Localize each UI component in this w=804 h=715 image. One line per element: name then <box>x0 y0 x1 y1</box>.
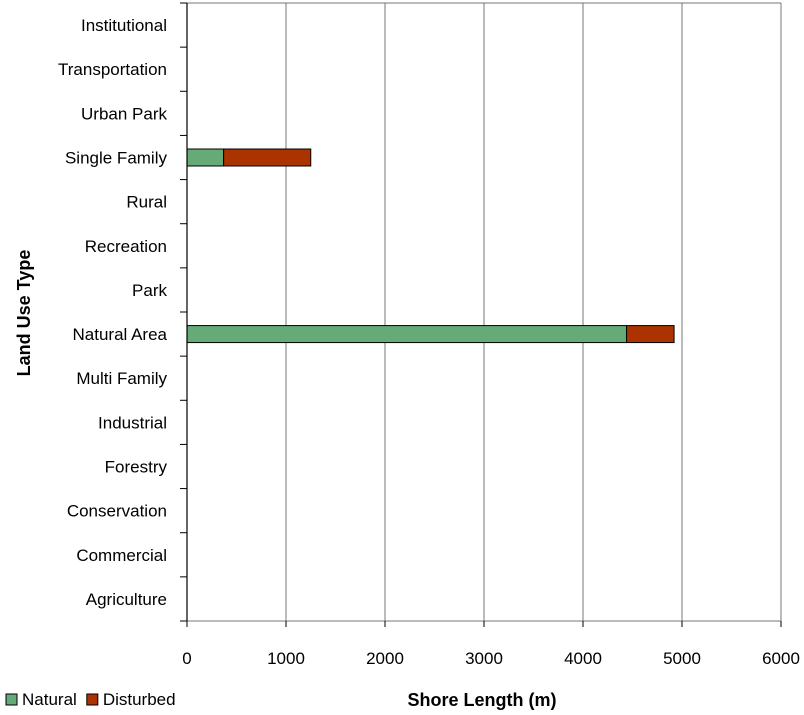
category-label: Park <box>132 281 167 300</box>
x-tick-label: 2000 <box>366 649 404 668</box>
x-tick-label: 0 <box>182 649 191 668</box>
category-label: Urban Park <box>81 104 167 123</box>
category-label: Conservation <box>67 502 167 521</box>
x-tick-label: 1000 <box>267 649 305 668</box>
category-label: Recreation <box>85 237 167 256</box>
category-label: Single Family <box>65 149 168 168</box>
bar-layer <box>186 148 675 344</box>
bar-natural-single-family <box>186 148 225 167</box>
legend: Natural Disturbed <box>5 690 176 709</box>
category-label: Transportation <box>58 60 167 79</box>
category-label: Agriculture <box>86 590 167 609</box>
bar-disturbed-single-family <box>223 148 312 167</box>
category-label: Industrial <box>98 413 167 432</box>
legend-label-natural: Natural <box>22 690 77 709</box>
bar-natural-natural-area <box>186 325 628 344</box>
category-label: Commercial <box>76 546 167 565</box>
label-layer: 0 1000 2000 3000 4000 5000 6000 Institutional Tr… <box>58 16 800 668</box>
legend-label-disturbed: Disturbed <box>103 690 176 709</box>
grid-layer <box>285 3 782 621</box>
axis-layer <box>180 2 782 627</box>
x-tick-label: 4000 <box>564 649 602 668</box>
legend-swatch-natural <box>5 693 18 706</box>
category-label: Multi Family <box>76 369 167 388</box>
legend-swatch-disturbed <box>86 693 99 706</box>
category-label: Natural Area <box>73 325 168 344</box>
x-axis-title: Shore Length (m) <box>408 690 557 710</box>
bar-disturbed-natural-area <box>626 325 675 344</box>
x-tick-label: 6000 <box>762 649 800 668</box>
category-label: Rural <box>126 193 167 212</box>
category-label: Institutional <box>81 16 167 35</box>
x-tick-label: 5000 <box>663 649 701 668</box>
x-tick-label: 3000 <box>465 649 503 668</box>
y-axis-title: Land Use Type <box>14 250 34 377</box>
category-label: Forestry <box>105 458 168 477</box>
